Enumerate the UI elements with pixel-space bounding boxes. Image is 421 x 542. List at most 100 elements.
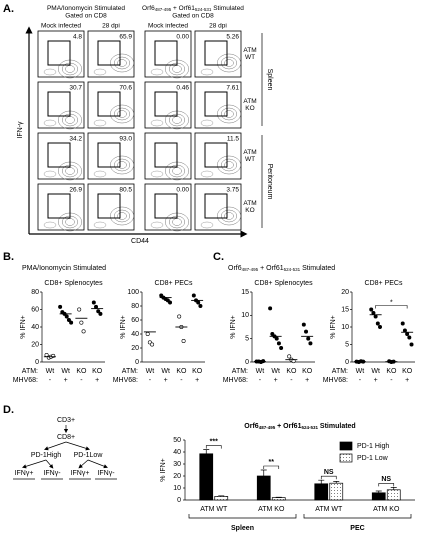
flow-plot <box>144 183 192 231</box>
data-point <box>69 320 74 325</box>
y-tick-label: 40 <box>31 324 39 331</box>
x-tick-label: ATM KO <box>373 506 400 513</box>
panel-label: A. <box>3 3 14 15</box>
tree-leaf: IFNγ- <box>43 470 61 477</box>
gate-percent: 26.9 <box>69 187 82 194</box>
data-point <box>274 336 279 341</box>
gate-percent: 7.61 <box>226 85 239 92</box>
atm-label: KO <box>76 368 87 375</box>
legend-swatch <box>339 441 353 451</box>
data-point <box>191 293 196 298</box>
bar <box>271 497 286 501</box>
atm-label: KO <box>176 368 187 375</box>
mhv68-label: - <box>180 377 183 384</box>
contour <box>220 107 238 121</box>
contour <box>43 170 57 178</box>
data-point <box>98 311 103 316</box>
gate <box>47 142 71 168</box>
data-point <box>409 342 414 347</box>
contour <box>43 68 57 76</box>
significance-bracket <box>320 475 337 480</box>
flow-plot <box>144 81 192 129</box>
atm-label: Wt <box>256 368 265 375</box>
contour <box>217 155 241 175</box>
group-label: PEC <box>350 525 364 532</box>
subtitle: Gated on CD8 <box>172 13 214 20</box>
contour <box>110 104 134 124</box>
title-part: Orf6 <box>142 5 155 12</box>
data-point <box>378 324 383 329</box>
contour <box>110 155 134 175</box>
subscript: 487-495 <box>242 267 259 272</box>
title: Orf6487-495 + Orf61524-531 Stimulated <box>142 5 244 12</box>
data-point <box>64 314 69 319</box>
contour <box>150 68 164 76</box>
tree-edge <box>78 459 89 469</box>
atm-label: KO <box>192 368 203 375</box>
tree-node: PD-1Low <box>74 452 104 459</box>
subscript: 487-495 <box>259 425 276 430</box>
bar <box>214 496 229 501</box>
row-label-line: ATM <box>243 98 256 105</box>
tissue-label: Peritoneum <box>266 164 273 200</box>
atm-label: KO <box>92 368 103 375</box>
bar <box>256 475 271 501</box>
significance-bracket <box>375 305 408 309</box>
atm-label: KO <box>386 368 397 375</box>
y-tick-label: 60 <box>31 306 39 313</box>
bar <box>386 489 401 501</box>
contour <box>43 119 57 127</box>
mhv68-label: - <box>149 377 152 384</box>
significance-bracket <box>263 465 280 469</box>
contour <box>200 119 214 127</box>
tree-edge <box>65 441 91 451</box>
data-point <box>371 310 376 315</box>
title-part: Stimulated <box>318 423 356 430</box>
significance-label: *** <box>210 438 218 445</box>
title-part: Orf6 <box>228 265 242 272</box>
data-point <box>270 331 275 336</box>
mhv68-label: + <box>95 377 99 384</box>
data-point <box>308 341 313 346</box>
data-point <box>198 303 203 308</box>
gate-percent: 3.75 <box>226 187 239 194</box>
contour <box>224 161 234 169</box>
mhv68-label: - <box>290 377 293 384</box>
column-label: 28 dpi <box>209 23 227 30</box>
contour <box>110 206 134 226</box>
error-bar <box>260 469 267 476</box>
chart-title: CD8+ Splenocytes <box>44 280 103 287</box>
gate-percent: 30.7 <box>69 85 82 92</box>
atm-label: Wt <box>46 368 55 375</box>
flow-plot <box>144 132 192 180</box>
y-axis-title: % IFN+ <box>20 315 27 339</box>
y-tick-label: 20 <box>31 341 39 348</box>
gate <box>154 142 178 168</box>
flow-plot <box>87 81 135 129</box>
contour <box>200 170 214 178</box>
row-name: MHV68: <box>113 377 138 384</box>
contour <box>217 53 241 73</box>
significance-label: * <box>390 299 393 306</box>
y-tick-label: 30 <box>173 461 181 468</box>
bar <box>314 483 329 501</box>
y-tick-label: 10 <box>173 485 181 492</box>
y-tick-label: 100 <box>127 289 139 296</box>
flow-plot <box>37 183 85 231</box>
flow-plot <box>87 132 135 180</box>
gate <box>204 142 228 168</box>
y-tick-label: 5 <box>345 341 349 348</box>
contour <box>224 110 234 118</box>
data-point <box>58 304 63 309</box>
title-part: Stimulated <box>300 265 335 272</box>
gate-percent: 34.2 <box>69 136 82 143</box>
tissue-label: Spleen <box>266 69 273 91</box>
subtitle: Gated on CD8 <box>65 13 107 20</box>
y-tick-label: 10 <box>241 312 249 319</box>
row-label-line: ATM <box>243 149 256 156</box>
chart-title: CD8+ Splenocytes <box>254 280 313 287</box>
title: Orf6487-495 + Orf61524-531 Stimulated <box>244 423 355 430</box>
contour <box>220 56 238 70</box>
bar <box>199 453 214 501</box>
